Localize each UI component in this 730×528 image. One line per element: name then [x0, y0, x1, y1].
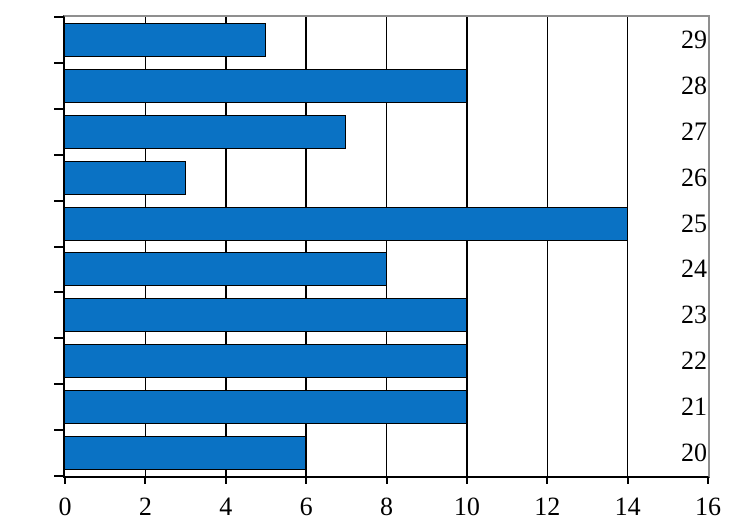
y-axis-tick-9: [54, 429, 63, 432]
x-tick-label-8: 8: [380, 492, 393, 521]
y-axis-tick-6: [54, 291, 63, 294]
x-tick-label-0: 0: [58, 492, 72, 521]
x-axis-tick-2: [144, 478, 147, 484]
y-axis-tick-3: [54, 153, 63, 156]
x-tick-label-4: 4: [219, 492, 233, 521]
gridline-x-12: [546, 17, 548, 476]
gridline-x-6: [305, 17, 307, 476]
plot-area: [63, 15, 710, 478]
bar-27: [65, 114, 347, 149]
y-tick-label-20: 20: [681, 438, 707, 468]
y-axis-tick-5: [54, 245, 63, 248]
x-axis-tick-12: [546, 478, 549, 484]
bar-20: [65, 436, 307, 471]
bar-24: [65, 252, 387, 287]
x-tick-label-10: 10: [453, 492, 480, 521]
x-tick-label-12: 12: [534, 492, 561, 521]
y-tick-label-24: 24: [681, 254, 707, 284]
y-axis-tick-4: [54, 199, 63, 202]
bar-22: [65, 344, 467, 379]
y-axis-tick-1: [54, 61, 63, 64]
gridline-x-2: [144, 17, 147, 476]
x-tick-label-16: 16: [695, 492, 721, 521]
gridline-x-10: [466, 17, 468, 476]
y-axis-tick-10: [54, 475, 63, 477]
bar-29: [65, 22, 266, 57]
x-axis-tick-4: [224, 478, 227, 484]
x-axis-tick-14: [626, 478, 629, 484]
bar-25: [65, 206, 628, 241]
bar-28: [65, 68, 467, 103]
y-tick-label-21: 21: [681, 392, 707, 422]
y-tick-label-28: 28: [681, 70, 707, 100]
x-axis-tick-10: [465, 478, 468, 484]
x-tick-label-6: 6: [299, 492, 313, 521]
x-axis-tick-0: [64, 478, 66, 484]
gridline-x-4: [225, 17, 227, 476]
x-axis-tick-16: [707, 478, 709, 484]
bar-26: [65, 160, 186, 195]
y-tick-label-25: 25: [681, 208, 707, 238]
x-axis-tick-8: [385, 478, 388, 484]
x-tick-label-2: 2: [138, 492, 152, 521]
y-tick-label-22: 22: [681, 346, 707, 376]
y-axis-tick-0: [54, 16, 63, 18]
y-tick-label-26: 26: [681, 162, 707, 192]
y-tick-label-23: 23: [681, 300, 707, 330]
y-tick-label-29: 29: [681, 24, 707, 54]
y-axis-tick-2: [54, 107, 63, 110]
gridline-x-14: [626, 17, 629, 476]
x-tick-label-14: 14: [614, 492, 641, 521]
gridline-x-8: [385, 17, 388, 476]
y-axis-tick-7: [54, 337, 63, 340]
bar-23: [65, 298, 467, 333]
x-axis-tick-6: [305, 478, 308, 484]
bar-21: [65, 390, 467, 425]
y-axis-tick-8: [54, 383, 63, 386]
y-tick-label-27: 27: [681, 116, 707, 146]
